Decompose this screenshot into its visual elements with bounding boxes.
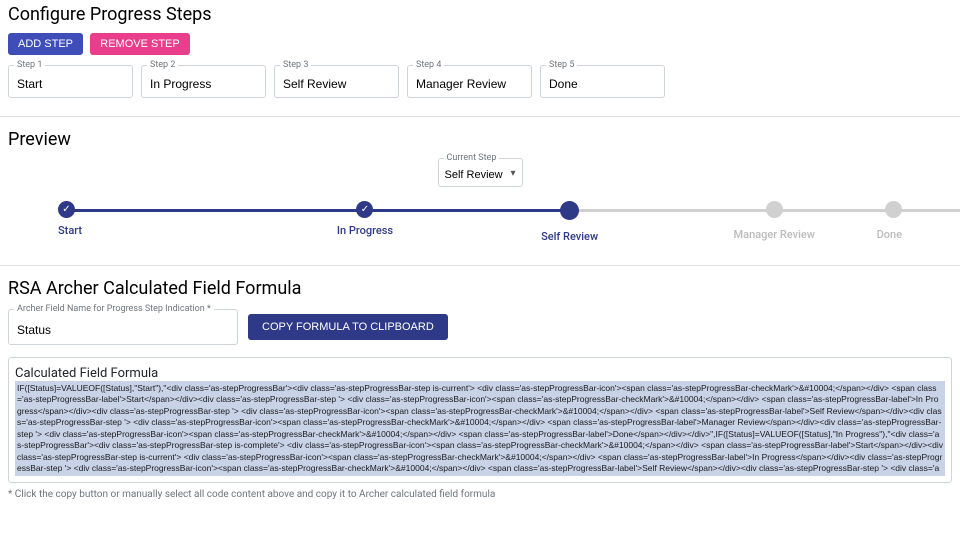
remove-step-button[interactable]: REMOVE STEP [90, 33, 189, 55]
progress-step-3: Self Review [467, 201, 672, 243]
formula-legend: Calculated Field Formula [15, 366, 158, 381]
progress-step-5: Done [877, 201, 902, 241]
current-step-label: Current Step [444, 153, 500, 163]
divider [0, 116, 960, 117]
formula-content[interactable]: IF([Status]=VALUEOF([Status],"Start"),"<… [15, 381, 945, 476]
step-field-1: Step 1 [8, 65, 133, 98]
progress-step-4: Manager Review [672, 201, 877, 241]
configure-buttons: ADD STEP REMOVE STEP [8, 33, 952, 55]
check-icon: ✓ [356, 201, 373, 218]
preview-title: Preview [8, 129, 952, 150]
progress-step-label: Start [58, 224, 263, 237]
divider [0, 265, 960, 266]
preview-select-wrap: Current Step Self Review [8, 158, 952, 187]
formula-section: RSA Archer Calculated Field Formula Arch… [8, 278, 952, 500]
progress-step-label: Done [877, 228, 902, 241]
archer-field-name-field: Archer Field Name for Progress Step Indi… [8, 309, 238, 345]
formula-hint: * Click the copy button or manually sele… [8, 489, 952, 500]
current-step-select-field: Current Step Self Review [438, 158, 523, 187]
progress-step-label: Manager Review [672, 228, 877, 241]
progress-line [774, 209, 960, 212]
step-dot [560, 201, 579, 220]
step-field-label: Step 2 [147, 60, 178, 70]
progress-step-1: ✓ Start [58, 201, 263, 237]
copy-formula-button[interactable]: COPY FORMULA TO CLIPBOARD [248, 314, 448, 340]
step-dot [766, 201, 783, 218]
step-field-2: Step 2 [141, 65, 266, 98]
progress-step-label: In Progress [263, 224, 468, 237]
step-field-5: Step 5 [540, 65, 665, 98]
formula-box: Calculated Field Formula IF([Status]=VAL… [8, 357, 952, 483]
step-inputs-row: Step 1Step 2Step 3Step 4Step 5 [8, 65, 952, 98]
archer-field-label: Archer Field Name for Progress Step Indi… [14, 304, 214, 314]
configure-section: Configure Progress Steps ADD STEP REMOVE… [8, 4, 952, 98]
add-step-button[interactable]: ADD STEP [8, 33, 83, 55]
step-field-label: Step 4 [413, 60, 444, 70]
step-field-4: Step 4 [407, 65, 532, 98]
step-field-label: Step 3 [280, 60, 311, 70]
archer-field-input[interactable] [8, 309, 238, 345]
progress-step-2: ✓ In Progress [263, 201, 468, 237]
preview-section: Preview Current Step Self Review ✓Start✓… [8, 129, 952, 243]
check-icon: ✓ [58, 201, 75, 218]
progress-bar: ✓ Start ✓ In ProgressSelf ReviewManager Rev… [58, 201, 902, 243]
progress-step-label: Self Review [467, 230, 672, 243]
step-field-3: Step 3 [274, 65, 399, 98]
formula-title: RSA Archer Calculated Field Formula [8, 278, 952, 299]
step-field-label: Step 1 [14, 60, 45, 70]
formula-controls: Archer Field Name for Progress Step Indi… [8, 309, 952, 345]
step-field-label: Step 5 [546, 60, 577, 70]
step-dot [885, 201, 902, 218]
configure-title: Configure Progress Steps [8, 4, 952, 25]
